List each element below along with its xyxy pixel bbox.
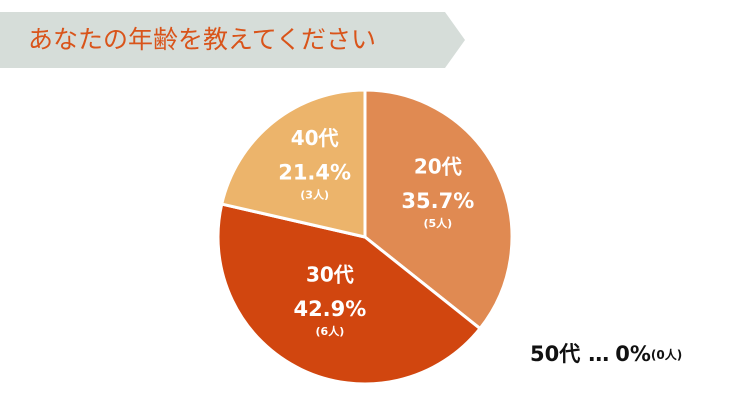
pie-slice bbox=[216, 202, 483, 386]
slice-category: 40代 bbox=[291, 126, 339, 150]
pie-slice bbox=[219, 88, 367, 239]
slice-value-label: 42.9% bbox=[293, 297, 366, 321]
chart-title: あなたの年齢を教えてください bbox=[28, 25, 376, 54]
zero-count: (0人) bbox=[651, 347, 682, 362]
zero-value: 0% bbox=[615, 342, 651, 366]
slice-count: (3人) bbox=[300, 188, 329, 202]
zero-category: 50代 bbox=[530, 342, 580, 366]
slice-category: 30代 bbox=[306, 262, 354, 286]
slice-count: (6人) bbox=[316, 324, 345, 338]
slice-value-label: 35.7% bbox=[401, 189, 474, 213]
slice-category: 20代 bbox=[414, 154, 462, 178]
title-banner bbox=[0, 12, 465, 68]
slice-count: (5人) bbox=[423, 216, 452, 230]
slice-value-label: 21.4% bbox=[278, 161, 351, 185]
pie-slice bbox=[363, 88, 514, 331]
zero-note: 50代 … 0%(0人) bbox=[530, 342, 682, 366]
zero-marker: … bbox=[588, 342, 609, 366]
